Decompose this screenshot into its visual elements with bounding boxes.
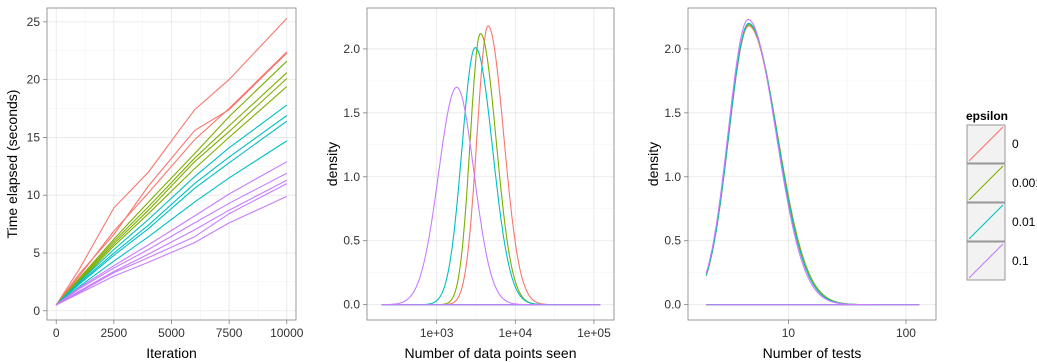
density-curve-eps-0.001	[705, 24, 920, 306]
major-gridlines	[367, 8, 614, 320]
series-line-eps-0.1	[55, 183, 288, 306]
panel-border	[366, 7, 615, 321]
legend-label: 0.1	[1012, 254, 1029, 268]
series-line-eps-0.1	[55, 161, 288, 306]
panel-3: 0.0 0.5 1.0 1.5 2.0 10 100 Number of tests densi…	[645, 7, 937, 361]
series-line-eps-0.01	[55, 140, 288, 306]
legend-label: 0.01	[1012, 215, 1036, 229]
density-curve-eps-0	[705, 25, 920, 306]
y-tick-label: 0.5	[664, 234, 681, 248]
density-curve-eps-0.1	[381, 86, 601, 306]
x-tick-label: 1e+05	[577, 326, 611, 340]
legend-key-line	[968, 204, 1004, 240]
series-line-eps-0.001	[55, 60, 288, 306]
axis-ticks	[43, 21, 288, 324]
series-line-eps-0	[55, 18, 288, 306]
axis-ticks	[684, 48, 907, 324]
legend-label: 0.001	[1012, 176, 1037, 190]
density-curve-eps-0.1	[705, 18, 920, 306]
y-axis-label: density	[645, 142, 661, 186]
x-tick-label: 5000	[158, 326, 185, 340]
x-tick-label: 1e+03	[420, 326, 454, 340]
y-axis-label: Time elapsed (seconds)	[4, 90, 20, 239]
x-axis-label: Number of data points seen	[405, 345, 577, 361]
density-curve-eps-0.001	[381, 33, 601, 306]
y-tick-label: 2.0	[343, 42, 360, 56]
y-tick-label: 2.0	[664, 42, 681, 56]
series-line-eps-0.1	[55, 179, 288, 306]
x-tick-label: 1e+04	[498, 326, 532, 340]
legend-key-line	[968, 243, 1004, 279]
series-group	[381, 25, 601, 306]
x-tick-label: 0	[53, 326, 60, 340]
x-tick-label: 2500	[101, 326, 128, 340]
density-curve-eps-0	[381, 25, 601, 306]
legend: epsilon 0 0.001 0.01 0.1	[966, 109, 1037, 281]
series-line-eps-0.1	[55, 195, 288, 306]
panel-1: 0 5 10 15 20 25 0 2500 5000 7500 10000 Iteration Tim…	[4, 7, 304, 361]
series-line-eps-0.001	[55, 78, 288, 306]
y-tick-label: 15	[27, 130, 41, 144]
series-line-eps-0.001	[55, 72, 288, 306]
y-axis-label: density	[324, 142, 340, 186]
y-tick-label: 0	[33, 304, 40, 318]
series-line-eps-0	[55, 51, 288, 306]
legend-label: 0	[1012, 137, 1019, 151]
series-line-eps-0.01	[55, 115, 288, 306]
minor-gridlines	[688, 8, 936, 320]
y-tick-label: 0.5	[343, 234, 360, 248]
y-tick-label: 1.5	[343, 106, 360, 120]
series-group	[705, 18, 920, 306]
x-tick-label: 10000	[270, 326, 304, 340]
axis-ticks	[363, 48, 595, 324]
legend-key-line	[968, 126, 1004, 162]
y-tick-label: 20	[27, 73, 41, 87]
series-line-eps-0	[55, 52, 288, 306]
x-tick-label: 10	[782, 326, 796, 340]
y-tick-label: 25	[27, 15, 41, 29]
x-tick-label: 100	[896, 326, 916, 340]
series-group	[55, 18, 288, 306]
x-tick-label: 7500	[216, 326, 243, 340]
legend-title: epsilon	[966, 109, 1008, 123]
y-tick-label: 0.0	[664, 298, 681, 312]
series-line-eps-0.01	[55, 104, 288, 306]
y-tick-label: 0.0	[343, 298, 360, 312]
panel-border	[687, 7, 937, 321]
y-tick-label: 1.0	[664, 170, 681, 184]
x-axis-label: Iteration	[146, 345, 197, 361]
y-tick-label: 5	[33, 246, 40, 260]
x-axis-label: Number of tests	[763, 345, 862, 361]
y-tick-label: 1.5	[664, 106, 681, 120]
series-line-eps-0.1	[55, 172, 288, 306]
y-tick-label: 1.0	[343, 170, 360, 184]
legend-key-line	[968, 165, 1004, 201]
series-line-eps-0.01	[55, 120, 288, 306]
y-tick-label: 10	[27, 188, 41, 202]
